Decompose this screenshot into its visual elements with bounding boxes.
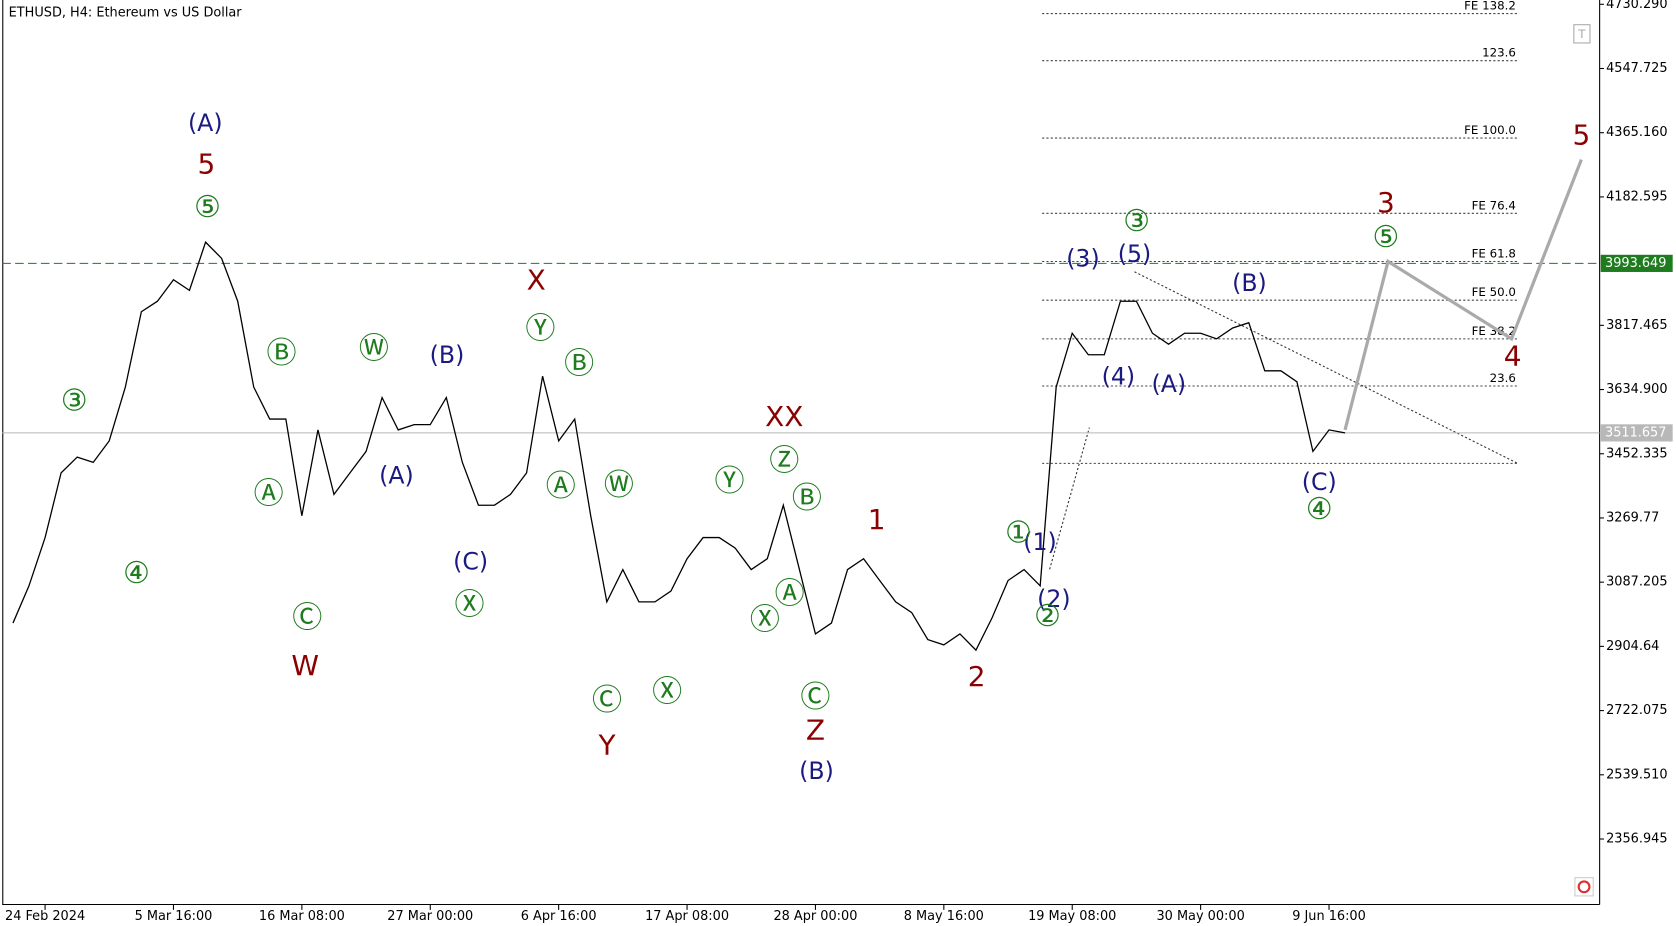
x-tick-label: 24 Feb 2024 [5,909,85,924]
wave-label: Ⓧ [455,587,485,622]
wave-label: Ⓑ [267,336,297,371]
y-tick-label: 2722.075 [1606,703,1667,718]
wave-label: 3 [1377,186,1395,219]
x-tick-label: 6 Apr 16:00 [521,909,597,924]
wave-label: Ⓦ [359,332,389,367]
wave-label: Ⓨ [525,311,555,346]
wave-label: ② [1034,599,1061,634]
y-tick-label: 3452.335 [1606,446,1667,461]
wave-label: (B) [1232,269,1267,297]
y-tick-label: 3087.205 [1606,575,1667,590]
wave-label: 5 [197,147,215,180]
wave-label: Ⓩ [769,443,799,478]
wave-label: Ⓒ [592,683,622,718]
projection-path [1343,158,1583,431]
fib-label: FE 50.0 [1472,285,1516,299]
wave-label: XX [765,400,803,433]
x-tick-label: 17 Apr 08:00 [645,909,729,924]
wave-label: Ⓒ [292,600,322,635]
wave-label: Z [806,714,825,747]
price-label: 3993.649 [1605,256,1666,271]
template-icon: T [1577,27,1586,41]
fib-label: FE 138.2 [1464,0,1516,13]
template-button[interactable] [1573,24,1591,44]
price-box [1600,424,1673,442]
x-tick-label: 19 May 08:00 [1028,909,1116,924]
wave-label: (A) [379,461,414,489]
wave-label: 5 [1572,118,1590,151]
wave-label: 4 [1504,340,1522,373]
wave-label: Ⓐ [775,577,805,612]
record-icon [1577,880,1591,894]
trend-line [1049,427,1090,570]
wave-label: 1 [868,503,886,536]
wave-label: ⑤ [194,190,221,225]
y-tick-label: 4730.290 [1606,0,1667,12]
wave-label: ③ [61,383,88,418]
y-tick-label: 2904.64 [1606,639,1659,654]
price-label: 3511.657 [1605,425,1666,440]
y-tick-label: 4547.725 [1606,61,1667,76]
y-tick-label: 3269.77 [1606,510,1659,525]
y-tick-label: 2539.510 [1606,767,1667,782]
wave-label: ① [1005,515,1032,550]
x-tick-label: 9 Jun 16:00 [1292,909,1366,924]
wave-label: Ⓧ [652,674,682,709]
wave-label: Ⓐ [546,469,576,504]
x-tick-label: 27 Mar 00:00 [387,909,473,924]
wave-label: X [527,263,546,296]
price-box [1600,254,1673,272]
wave-label: Ⓒ [800,680,830,715]
x-tick-label: 28 Apr 00:00 [773,909,857,924]
wave-label: (5) [1118,240,1151,268]
chart-title: ETHUSD, H4: Ethereum vs US Dollar [9,5,243,20]
x-tick-label: 30 May 00:00 [1156,909,1244,924]
wave-label: (B) [430,341,465,369]
wave-label: (1) [1023,528,1056,556]
fib-label: 123.6 [1482,46,1516,60]
record-button[interactable] [1574,877,1594,897]
wave-label: Ⓧ [750,602,780,637]
wave-label: ④ [1306,492,1333,527]
wave-label: (C) [453,547,488,575]
fib-label: FE 100.0 [1464,123,1516,137]
fib-label: FE 61.8 [1472,246,1516,260]
wave-label: (4) [1102,363,1135,391]
wave-label: (B) [799,757,834,785]
fib-label: 23.6 [1490,371,1516,385]
y-tick-label: 4365.160 [1606,125,1667,140]
wave-label: ④ [123,556,150,591]
wave-label: (3) [1066,244,1099,272]
wave-label: Ⓨ [714,464,744,499]
wave-label: ⑤ [1372,220,1399,255]
x-tick-label: 8 May 16:00 [904,909,984,924]
wave-label: 2 [968,660,986,693]
y-tick-label: 4182.595 [1606,189,1667,204]
wave-label: Ⓑ [564,347,594,382]
y-tick-label: 3817.465 [1606,318,1667,333]
wave-label: ③ [1123,204,1150,239]
wave-label: W [291,649,319,682]
wave-label: Y [598,729,617,762]
price-series [12,240,1346,652]
wave-label: Ⓦ [604,468,634,503]
wave-label: Ⓑ [792,481,822,516]
wave-label: (A) [1152,370,1187,398]
wave-label: Ⓐ [254,477,284,512]
wave-label: (C) [1302,468,1337,496]
y-tick-label: 2356.945 [1606,832,1667,847]
fib-label: FE 76.4 [1472,198,1516,212]
wave-label: (2) [1037,585,1070,613]
x-tick-label: 16 Mar 08:00 [259,909,345,924]
wave-label: (A) [188,109,223,137]
y-tick-label: 3634.900 [1606,382,1667,397]
x-tick-label: 5 Mar 16:00 [135,909,213,924]
